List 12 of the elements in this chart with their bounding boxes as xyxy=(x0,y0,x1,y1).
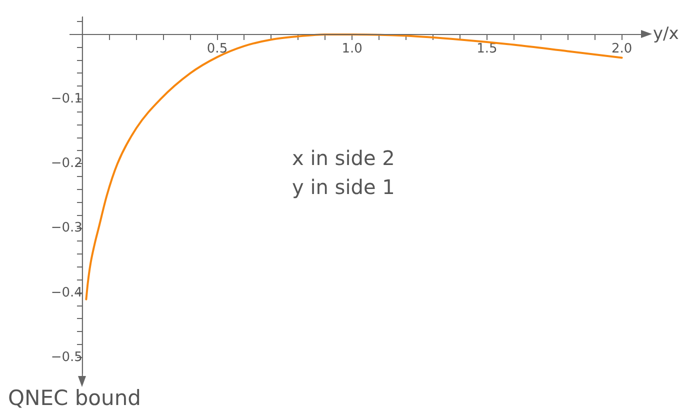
x-axis-title: y/x xyxy=(653,24,679,44)
x-tick-label: 0.5 xyxy=(206,42,228,57)
y-tick-label: −0.2 xyxy=(50,156,82,172)
y-tick-label: −0.3 xyxy=(50,220,82,236)
x-tick-label: 2.0 xyxy=(611,42,632,57)
y-axis-title: QNEC bound xyxy=(8,386,141,409)
y-tick-label: −0.5 xyxy=(50,350,82,365)
y-tick-label: −0.1 xyxy=(50,91,82,106)
y-tick-label: −0.4 xyxy=(50,285,82,300)
x-tick-label: 1.5 xyxy=(476,42,498,57)
x-tick-label: 1.0 xyxy=(342,42,362,57)
annotation: x in side 2 y in side 1 xyxy=(292,145,395,201)
